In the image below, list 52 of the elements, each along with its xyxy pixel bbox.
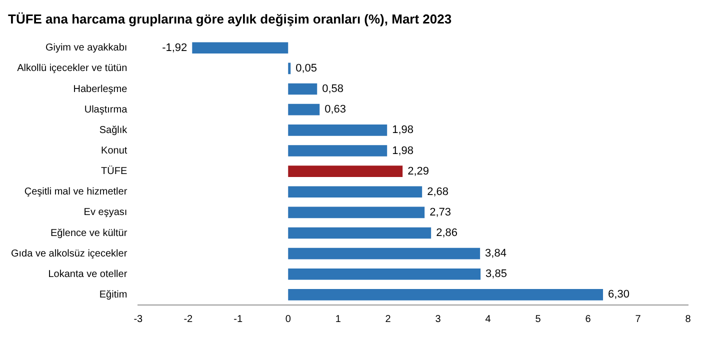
bar bbox=[288, 186, 422, 198]
x-tick-label: 8 bbox=[685, 314, 692, 325]
data-label: -1,92 bbox=[162, 42, 188, 54]
x-tick-label: 6 bbox=[585, 314, 592, 325]
y-tick-label: Çeşitli mal ve hizmetler bbox=[24, 186, 128, 198]
data-label: 0,05 bbox=[296, 62, 318, 74]
bar bbox=[288, 206, 425, 218]
x-tick-label: 7 bbox=[635, 314, 642, 325]
x-tick-label: -2 bbox=[184, 314, 194, 325]
bar bbox=[288, 124, 388, 136]
x-tick-label: 0 bbox=[285, 314, 292, 325]
bar bbox=[288, 227, 432, 239]
y-tick-label: Haberleşme bbox=[73, 84, 128, 95]
bar bbox=[288, 62, 291, 74]
bar bbox=[288, 268, 481, 280]
y-tick-label: Eğlence ve kültür bbox=[50, 228, 128, 239]
data-label: 2,68 bbox=[427, 186, 448, 198]
y-tick-label: Eğitim bbox=[99, 289, 128, 300]
bar bbox=[288, 145, 388, 156]
data-label: 2,29 bbox=[408, 165, 430, 178]
y-tick-label: Ev eşyası bbox=[84, 207, 128, 218]
data-label: 1,98 bbox=[392, 124, 414, 136]
x-tick-label: 4 bbox=[485, 314, 492, 325]
bar bbox=[288, 166, 403, 177]
data-label: 6,30 bbox=[608, 288, 630, 301]
bar bbox=[288, 104, 320, 116]
data-label: 3,85 bbox=[486, 268, 507, 280]
y-tick-label: Sağlık bbox=[99, 124, 128, 136]
x-tick-label: -3 bbox=[134, 314, 144, 325]
x-tick-label: 1 bbox=[335, 314, 342, 325]
data-label: 0,58 bbox=[322, 83, 344, 96]
data-label: 2,73 bbox=[430, 206, 451, 218]
chart-title: TÜFE ana harcama gruplarına göre aylık değişim oranları (%), Mart 2023 bbox=[8, 11, 452, 26]
data-label: 3,84 bbox=[485, 248, 506, 260]
x-tick-label: 3 bbox=[435, 314, 442, 325]
x-tick-label: 5 bbox=[535, 314, 542, 325]
y-tick-label: Lokanta ve oteller bbox=[48, 268, 128, 280]
x-tick-label: 2 bbox=[385, 314, 392, 325]
x-tick-label: -1 bbox=[234, 314, 244, 325]
data-label: 2,86 bbox=[436, 227, 458, 240]
data-label: 0,63 bbox=[324, 104, 346, 116]
bar bbox=[192, 42, 288, 54]
bar bbox=[288, 83, 318, 95]
y-tick-label: Gıda ve alkolsüz içecekler bbox=[10, 248, 128, 260]
y-tick-label: Konut bbox=[101, 145, 128, 156]
bar bbox=[288, 289, 604, 300]
data-label: 1,98 bbox=[392, 144, 414, 157]
y-tick-label: Giyim ve ayakkabı bbox=[45, 42, 128, 54]
y-tick-label: Ulaştırma bbox=[84, 104, 128, 116]
y-tick-label: TÜFE bbox=[101, 165, 128, 178]
bar bbox=[288, 248, 480, 260]
y-tick-label: Alkollü içecekler ve tütün bbox=[17, 63, 128, 74]
